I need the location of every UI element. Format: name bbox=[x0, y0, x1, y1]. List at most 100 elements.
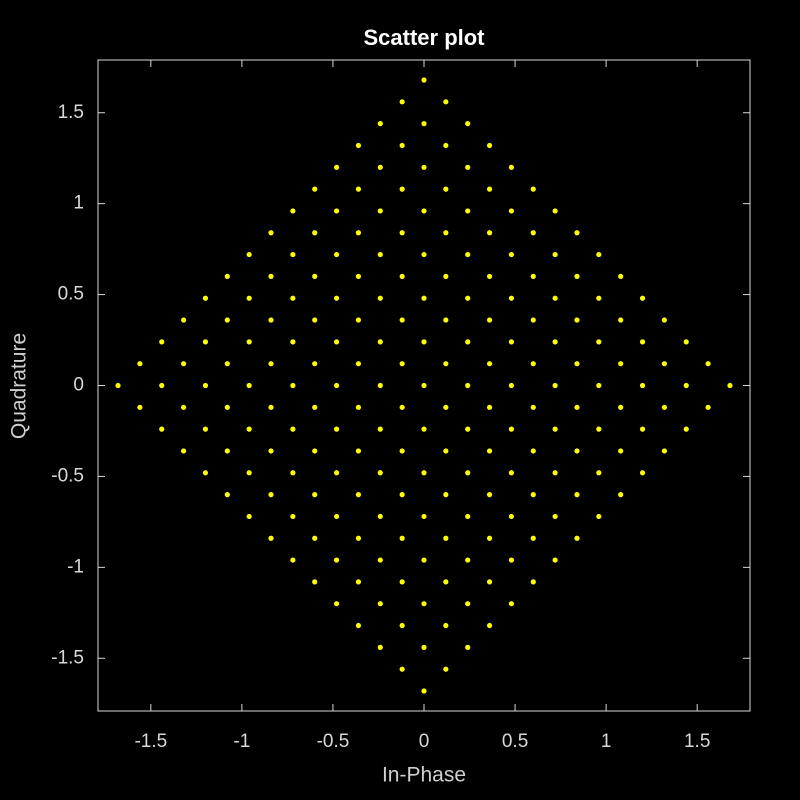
point bbox=[421, 382, 427, 389]
point bbox=[421, 426, 427, 432]
point bbox=[421, 121, 427, 127]
point bbox=[399, 622, 405, 629]
point bbox=[399, 142, 405, 149]
point bbox=[312, 317, 318, 323]
y-tick-label: 0.5 bbox=[58, 284, 84, 305]
point bbox=[355, 361, 362, 367]
point bbox=[224, 448, 230, 454]
point bbox=[355, 535, 362, 541]
point bbox=[333, 208, 340, 214]
x-tick-label: 1 bbox=[601, 731, 612, 752]
point bbox=[224, 361, 230, 367]
point bbox=[530, 273, 536, 279]
point bbox=[399, 99, 405, 105]
point bbox=[596, 382, 602, 389]
point bbox=[574, 535, 580, 541]
point bbox=[333, 557, 340, 563]
point bbox=[399, 317, 405, 323]
point bbox=[421, 208, 427, 214]
point bbox=[683, 382, 689, 389]
point bbox=[639, 295, 646, 301]
point bbox=[137, 404, 143, 410]
point bbox=[377, 644, 383, 650]
point bbox=[377, 382, 383, 389]
point bbox=[530, 317, 536, 323]
point bbox=[443, 230, 449, 236]
point bbox=[486, 361, 493, 367]
point bbox=[246, 382, 252, 389]
point bbox=[727, 382, 733, 389]
y-tick-label: -0.5 bbox=[51, 465, 84, 486]
point bbox=[290, 426, 296, 432]
point bbox=[312, 361, 318, 367]
point bbox=[180, 404, 187, 410]
point bbox=[290, 470, 296, 476]
point bbox=[421, 688, 427, 694]
point bbox=[137, 361, 143, 367]
point bbox=[333, 164, 340, 170]
point bbox=[596, 426, 602, 432]
point bbox=[596, 251, 602, 258]
point bbox=[246, 513, 252, 520]
point bbox=[465, 295, 471, 301]
point bbox=[508, 470, 515, 476]
point bbox=[333, 513, 340, 520]
point bbox=[639, 426, 646, 432]
point bbox=[421, 295, 427, 301]
point bbox=[290, 382, 296, 389]
point bbox=[530, 579, 536, 585]
point bbox=[596, 513, 602, 520]
point bbox=[596, 295, 602, 301]
point bbox=[465, 513, 471, 520]
point bbox=[268, 273, 274, 279]
point bbox=[333, 295, 340, 301]
point bbox=[268, 448, 274, 454]
point bbox=[399, 492, 405, 498]
point bbox=[377, 295, 383, 301]
point bbox=[596, 339, 602, 345]
point bbox=[508, 601, 515, 607]
point bbox=[552, 557, 558, 563]
point bbox=[377, 470, 383, 476]
point bbox=[486, 273, 493, 279]
point bbox=[465, 470, 471, 476]
point bbox=[312, 186, 318, 192]
point bbox=[399, 404, 405, 410]
point bbox=[421, 164, 427, 170]
point bbox=[486, 230, 493, 236]
point bbox=[355, 579, 362, 585]
point bbox=[661, 448, 668, 454]
point bbox=[333, 382, 340, 389]
x-tick-label: -0.5 bbox=[317, 731, 350, 752]
point bbox=[552, 208, 558, 214]
point bbox=[530, 361, 536, 367]
y-tick-label: 1 bbox=[73, 193, 84, 214]
point bbox=[421, 77, 427, 83]
point bbox=[290, 513, 296, 520]
point bbox=[115, 382, 121, 389]
point bbox=[421, 644, 427, 650]
point bbox=[399, 579, 405, 585]
point bbox=[333, 426, 340, 432]
point bbox=[377, 426, 383, 432]
point bbox=[399, 230, 405, 236]
point bbox=[377, 121, 383, 127]
point bbox=[508, 382, 515, 389]
point bbox=[421, 339, 427, 345]
point bbox=[465, 251, 471, 258]
point bbox=[530, 492, 536, 498]
point bbox=[530, 448, 536, 454]
point bbox=[246, 470, 252, 476]
point bbox=[355, 492, 362, 498]
point bbox=[552, 251, 558, 258]
x-tick-label: 1.5 bbox=[684, 731, 710, 752]
point bbox=[486, 186, 493, 192]
point bbox=[596, 470, 602, 476]
point bbox=[355, 230, 362, 236]
point bbox=[246, 251, 252, 258]
point bbox=[443, 666, 449, 672]
point bbox=[377, 339, 383, 345]
point bbox=[333, 339, 340, 345]
point bbox=[246, 426, 252, 432]
